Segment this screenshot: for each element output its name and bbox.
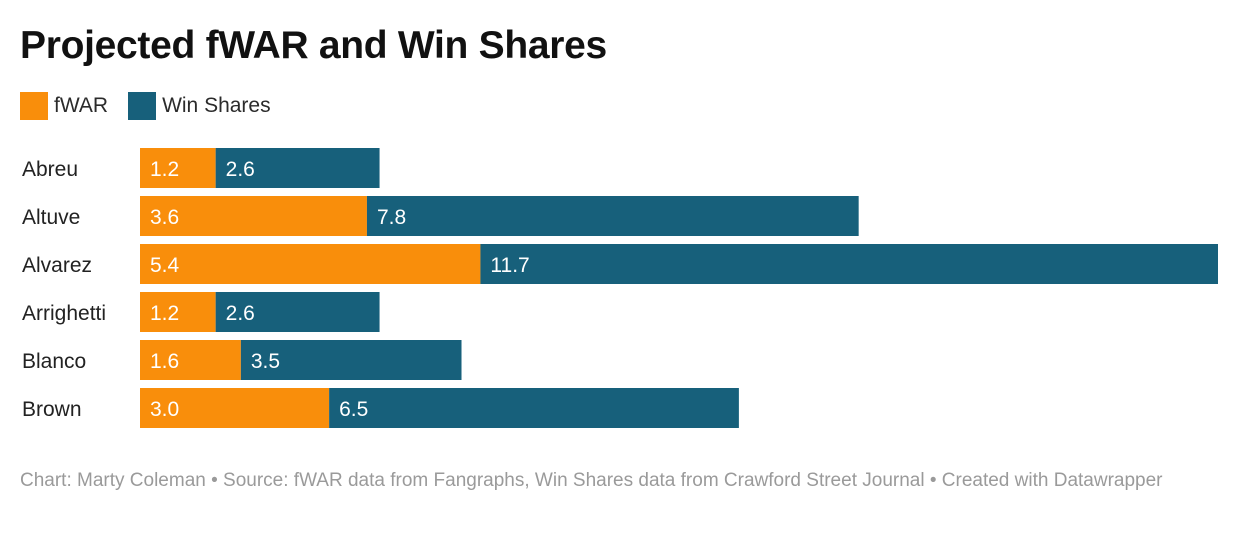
bar-fwar-arrighetti xyxy=(140,292,216,332)
bar-fwar-brown xyxy=(140,388,330,428)
category-label-altuve: Altuve xyxy=(22,206,80,229)
legend-label-fwar: fWAR xyxy=(54,94,109,117)
data-label-fwar-altuve: 3.6 xyxy=(150,206,179,229)
legend-swatch-fwar xyxy=(20,92,48,120)
category-label-brown: Brown xyxy=(22,398,82,421)
legend-label-win-shares: Win Shares xyxy=(162,94,271,117)
data-label-fwar-abreu: 1.2 xyxy=(150,158,179,181)
bar-win-shares-abreu xyxy=(215,148,380,188)
bar-fwar-abreu xyxy=(140,148,216,188)
legend: fWAR Win Shares xyxy=(20,92,291,120)
category-label-blanco: Blanco xyxy=(22,350,86,373)
bar-win-shares-alvarez xyxy=(480,244,1219,284)
data-label-fwar-brown: 3.0 xyxy=(150,398,179,421)
data-label-win-shares-abreu: 2.6 xyxy=(226,158,255,181)
bar-fwar-altuve xyxy=(140,196,367,236)
data-label-win-shares-arrighetti: 2.6 xyxy=(226,302,255,325)
legend-swatch-win-shares xyxy=(128,92,157,120)
bar-win-shares-altuve xyxy=(366,196,859,236)
data-label-fwar-blanco: 1.6 xyxy=(150,350,179,373)
chart-title: Projected fWAR and Win Shares xyxy=(20,24,607,67)
data-label-win-shares-brown: 6.5 xyxy=(339,398,368,421)
data-label-fwar-arrighetti: 1.2 xyxy=(150,302,179,325)
legend-item-fwar: fWAR xyxy=(20,92,108,120)
data-label-win-shares-alvarez: 11.7 xyxy=(490,254,529,277)
category-label-alvarez: Alvarez xyxy=(22,254,92,277)
category-label-abreu: Abreu xyxy=(22,158,78,181)
bar-win-shares-blanco xyxy=(240,340,462,380)
chart-footer: Chart: Marty Coleman • Source: fWAR data… xyxy=(20,470,1163,491)
bar-win-shares-arrighetti xyxy=(215,292,380,332)
bar-fwar-blanco xyxy=(140,340,241,380)
data-label-fwar-alvarez: 5.4 xyxy=(150,254,180,277)
bar-fwar-alvarez xyxy=(140,244,481,284)
bar-chart: Abreu 1.2 2.6 Altuve 3.6 7.8 Alvarez 5.4 11.7 Arr… xyxy=(22,148,1219,428)
category-label-arrighetti: Arrighetti xyxy=(22,302,106,325)
bar-win-shares-brown xyxy=(329,388,739,428)
data-label-win-shares-blanco: 3.5 xyxy=(251,350,280,373)
data-label-win-shares-altuve: 7.8 xyxy=(377,206,406,229)
legend-item-win-shares: Win Shares xyxy=(128,92,271,120)
